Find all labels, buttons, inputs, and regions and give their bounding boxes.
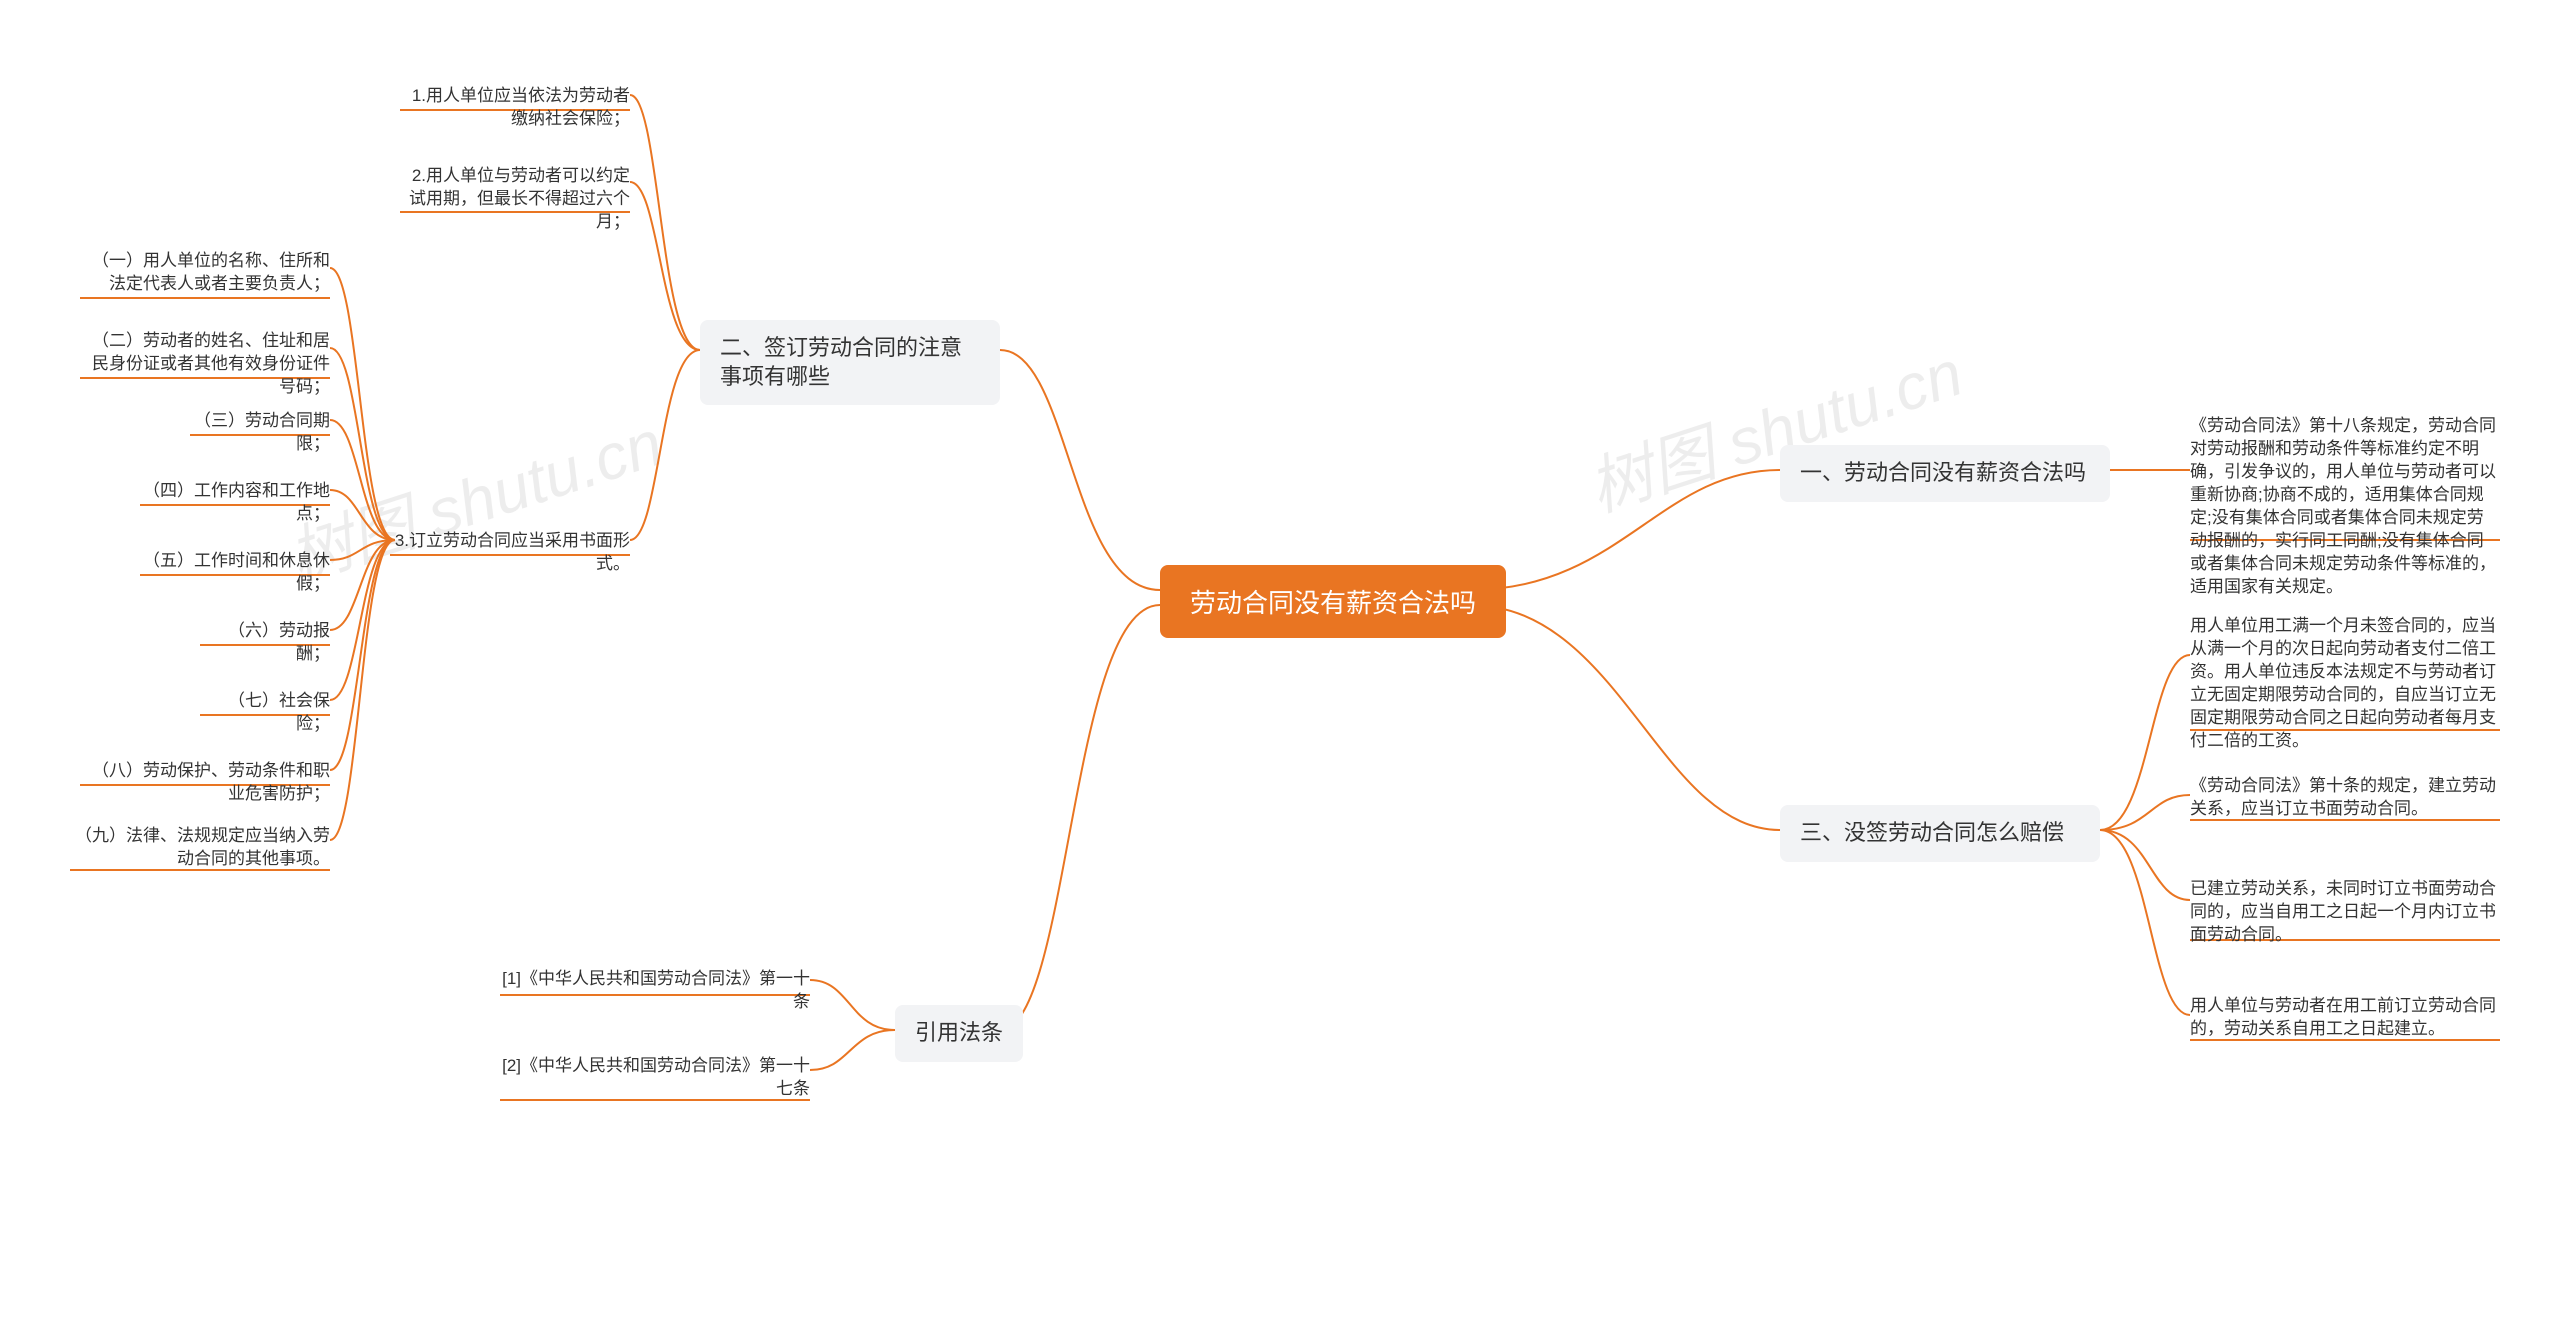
- leaf-l2-s9: （九）法律、法规规定应当纳入劳动合同的其他事项。: [70, 825, 330, 871]
- leaf-l2-s6: （六）劳动报酬；: [200, 620, 330, 666]
- leaf-l2-c: 3.订立劳动合同应当采用书面形式。: [390, 530, 630, 576]
- leaf-l2-s4: （四）工作内容和工作地点；: [140, 480, 330, 526]
- leaf-r3-b: 《劳动合同法》第十条的规定，建立劳动关系，应当订立书面劳动合同。: [2190, 775, 2500, 821]
- leaf-l2-s1: （一）用人单位的名称、住所和法定代表人或者主要负责人；: [80, 250, 330, 296]
- leaf-l2-s8: （八）劳动保护、劳动条件和职业危害防护；: [80, 760, 330, 806]
- branch-right-1[interactable]: 一、劳动合同没有薪资合法吗: [1780, 445, 2110, 502]
- leaf-l2-s2: （二）劳动者的姓名、住址和居民身份证或者其他有效身份证件号码；: [80, 330, 330, 399]
- leaf-l2-s5: （五）工作时间和休息休假；: [140, 550, 330, 596]
- leaf-cite-a: [1]《中华人民共和国劳动合同法》第一十条: [500, 968, 810, 1014]
- leaf-r3-a: 用人单位用工满一个月未签合同的，应当从满一个月的次日起向劳动者支付二倍工资。用人…: [2190, 615, 2500, 753]
- branch-left-cite[interactable]: 引用法条: [895, 1005, 1023, 1062]
- leaf-r3-d: 用人单位与劳动者在用工前订立劳动合同的，劳动关系自用工之日起建立。: [2190, 995, 2500, 1041]
- leaf-cite-b: [2]《中华人民共和国劳动合同法》第一十七条: [500, 1055, 810, 1101]
- leaf-l2-a: 1.用人单位应当依法为劳动者缴纳社会保险；: [400, 85, 630, 131]
- leaf-l2-s7: （七）社会保险；: [200, 690, 330, 736]
- leaf-r3-c: 已建立劳动关系，未同时订立书面劳动合同的，应当自用工之日起一个月内订立书面劳动合…: [2190, 878, 2500, 947]
- connector-layer: [0, 0, 2560, 1321]
- branch-left-2[interactable]: 二、签订劳动合同的注意事项有哪些: [700, 320, 1000, 405]
- branch-right-3[interactable]: 三、没签劳动合同怎么赔偿: [1780, 805, 2100, 862]
- leaf-l2-s3: （三）劳动合同期限；: [190, 410, 330, 456]
- leaf-right1: 《劳动合同法》第十八条规定，劳动合同对劳动报酬和劳动条件等标准约定不明确，引发争…: [2190, 415, 2500, 599]
- leaf-l2-b: 2.用人单位与劳动者可以约定试用期，但最长不得超过六个月；: [400, 165, 630, 234]
- root-node[interactable]: 劳动合同没有薪资合法吗: [1160, 565, 1506, 638]
